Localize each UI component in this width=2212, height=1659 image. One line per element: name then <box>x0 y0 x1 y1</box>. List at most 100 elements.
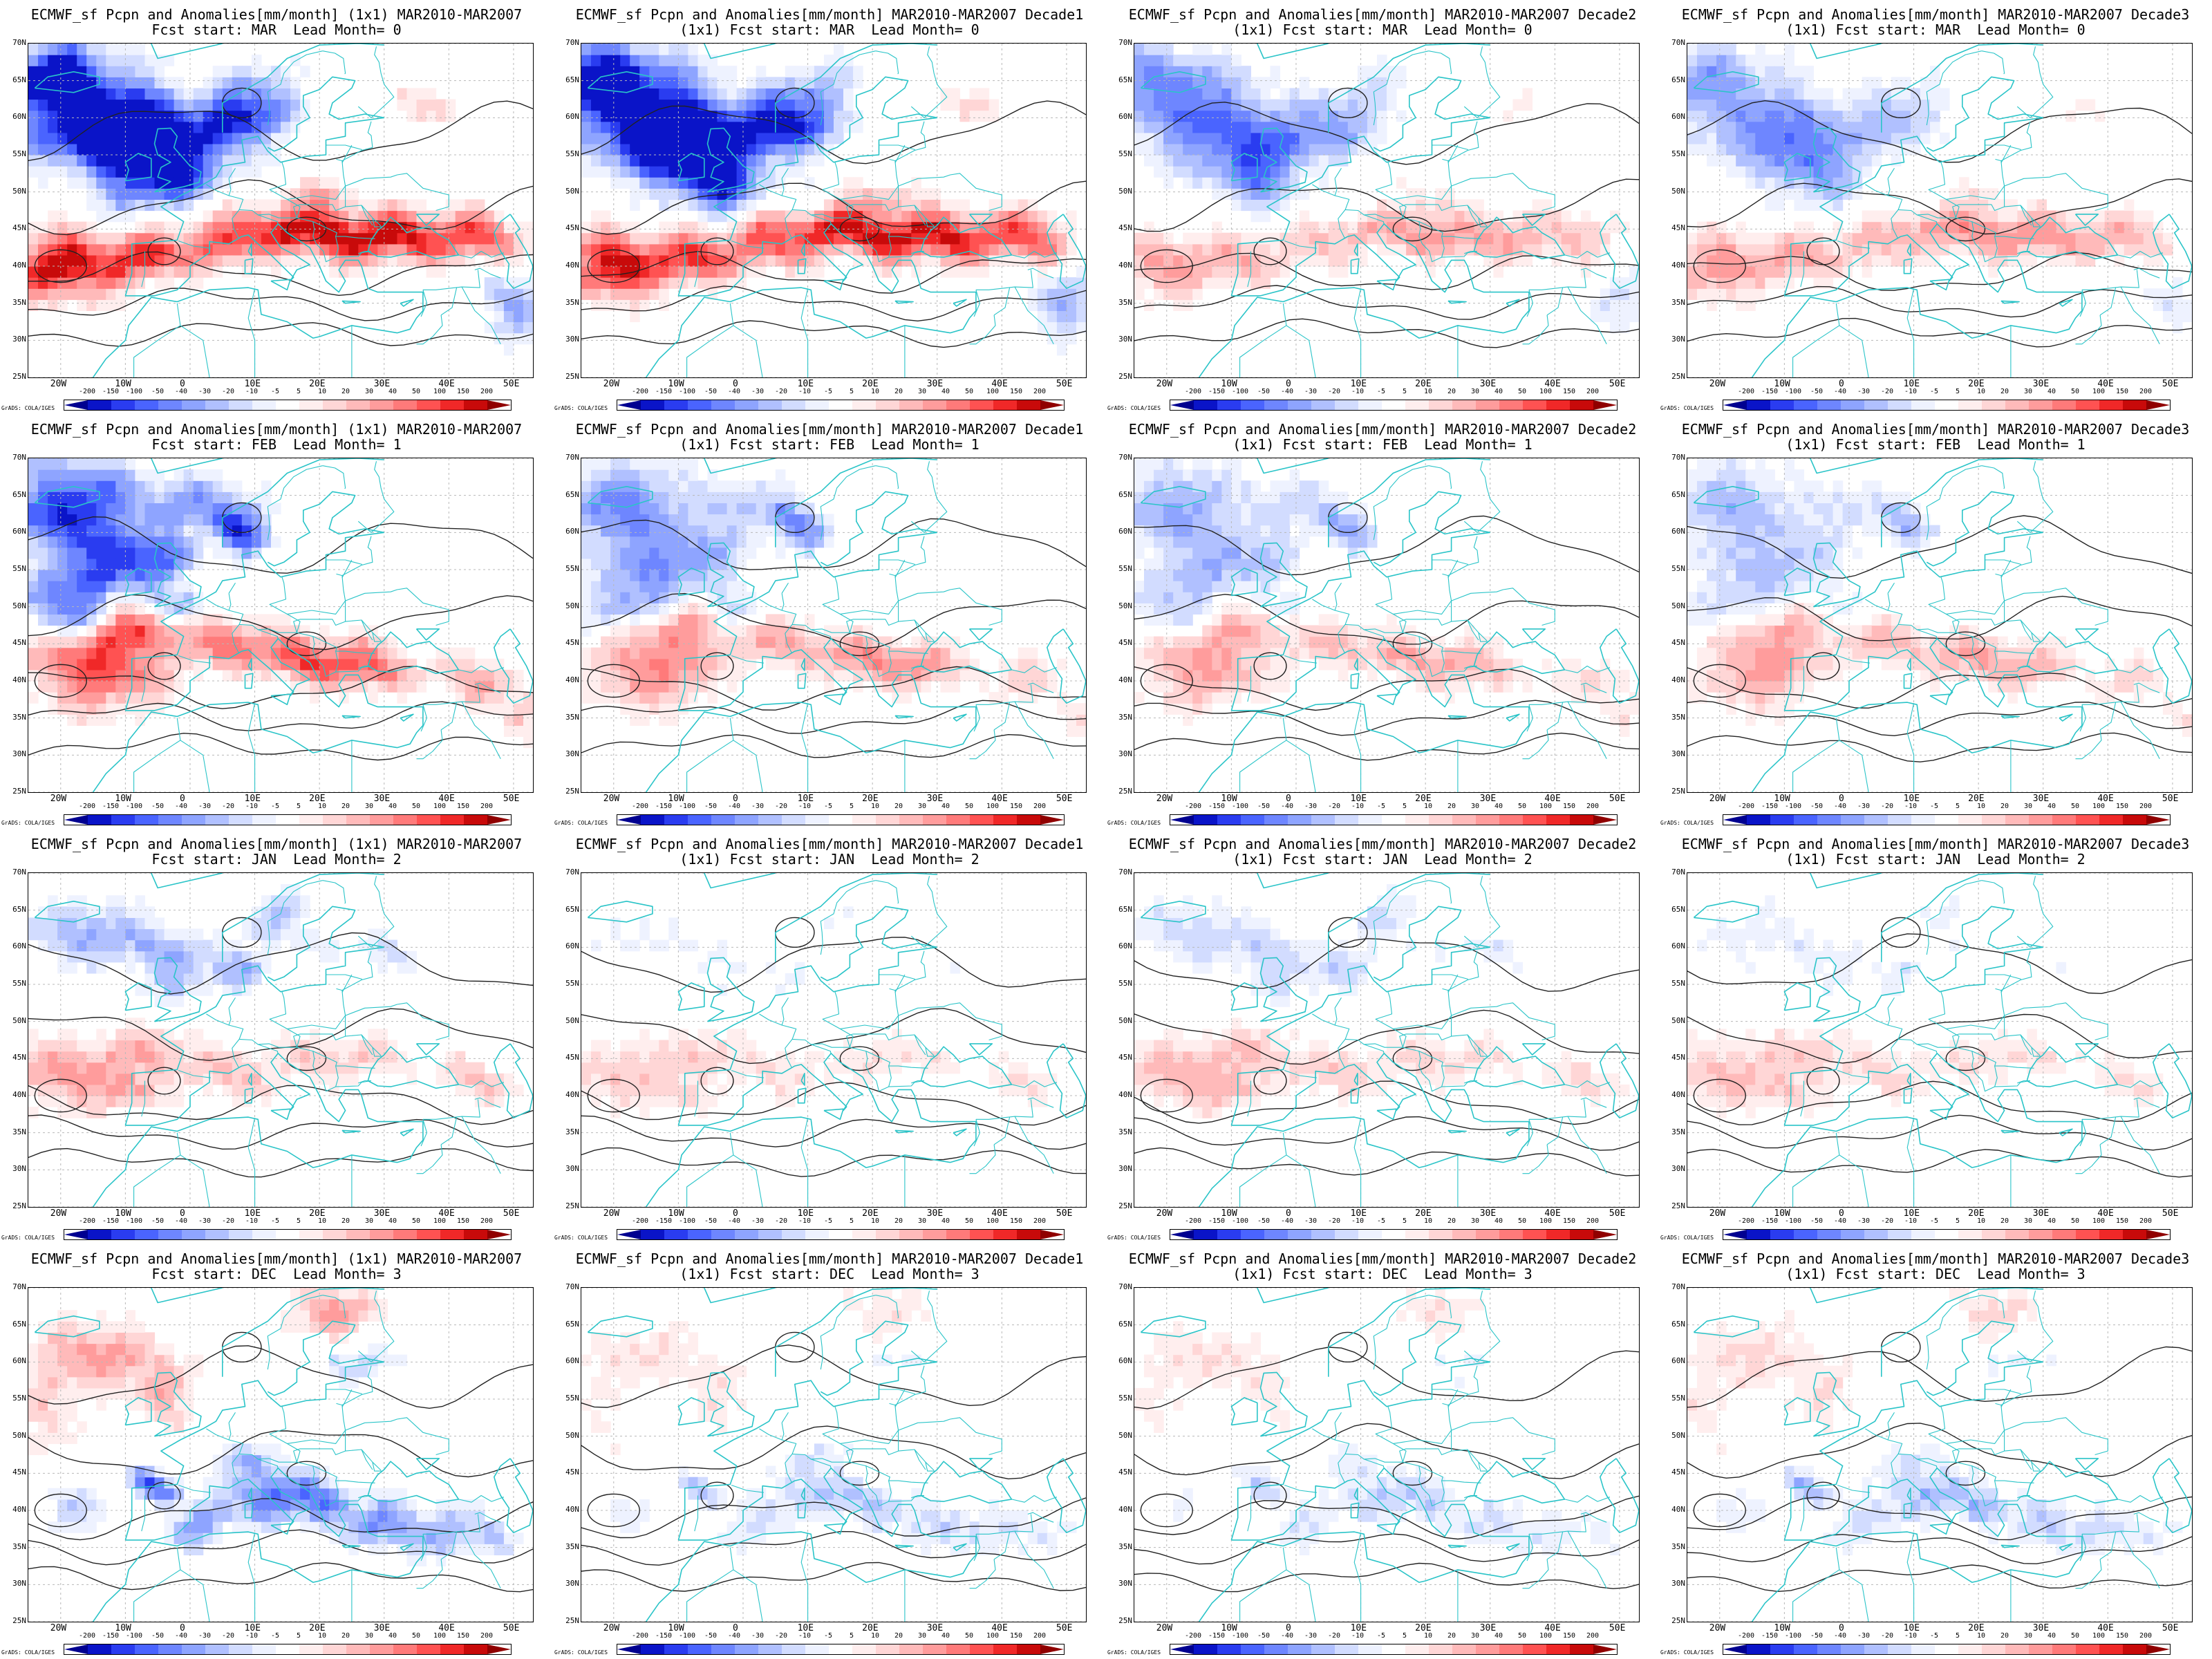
coastline <box>823 693 844 706</box>
lon-tick-label: 30E <box>2032 1623 2050 1633</box>
colorbar-swatch <box>711 815 735 825</box>
lon-tick-label: 20W <box>50 794 67 804</box>
lat-tick-label: 65N <box>1118 904 1132 914</box>
grads-credit: GrADS: COLA/IGES <box>1 1235 55 1241</box>
colorbar-label: -20 <box>1327 1217 1341 1225</box>
lat-tick-label: 55N <box>12 1394 26 1403</box>
lat-tick-label: 55N <box>565 564 579 573</box>
country-border <box>850 632 928 654</box>
country-border <box>975 684 1033 705</box>
colorbar <box>617 1644 1065 1655</box>
contour-line <box>1134 732 1639 761</box>
country-border <box>894 121 926 162</box>
country-border <box>1373 880 1429 955</box>
colorbar-swatch <box>299 400 323 410</box>
colorbar-swatch <box>1888 815 1911 825</box>
colorbar-swatch <box>2099 815 2123 825</box>
contour-line <box>1687 1346 2192 1408</box>
contour-line <box>1687 1534 2192 1564</box>
country-border <box>993 702 1011 731</box>
coastline <box>677 982 705 1011</box>
colorbar-label: 10 <box>1423 1217 1433 1225</box>
country-border <box>267 1295 323 1370</box>
contour-line <box>28 1345 533 1409</box>
coastline <box>415 1043 440 1056</box>
grads-credit: GrADS: COLA/IGES <box>554 1649 608 1656</box>
country-border <box>2133 1097 2160 1108</box>
coastline <box>800 1072 805 1086</box>
coastline <box>244 258 254 274</box>
lat-tick-label: 45N <box>12 223 26 233</box>
colorbar-label: 5 <box>296 388 301 395</box>
colorbar-swatch <box>805 815 829 825</box>
colorbar-label: -10 <box>1351 803 1365 810</box>
country-border <box>1952 1033 2041 1057</box>
lon-tick-label: 20W <box>603 794 620 804</box>
contour-loop <box>587 664 640 698</box>
coastline <box>415 214 440 226</box>
country-border <box>1428 880 1452 904</box>
contour-line <box>1134 1533 1639 1565</box>
lat-tick-label: 55N <box>1118 149 1132 158</box>
country-border <box>694 1080 699 1117</box>
lat-tick-label: 45N <box>1118 638 1132 648</box>
lon-tick-label: 10E <box>1350 1623 1367 1633</box>
country-border <box>911 1494 924 1499</box>
colorbar-label: -10 <box>798 388 812 395</box>
map-panel: ECMWF_sf Pcpn and Anomalies[mm/month] MA… <box>553 415 1106 830</box>
colorbar-label: 50 <box>964 1632 974 1640</box>
colorbar-swatch <box>1570 400 1593 410</box>
country-border <box>2004 1417 2108 1456</box>
colorbar-swatch <box>393 815 417 825</box>
coastline <box>151 873 223 889</box>
colorbar-swatch <box>617 815 641 825</box>
country-border <box>206 184 244 238</box>
colorbar-label: 20 <box>1447 1217 1456 1225</box>
country-border <box>2017 250 2030 254</box>
coastline <box>34 485 100 508</box>
country-border <box>141 1080 146 1117</box>
colorbar-swatch <box>782 1230 805 1239</box>
country-border <box>206 599 244 653</box>
country-border <box>1580 1097 1607 1108</box>
contour-loop <box>1253 237 1287 265</box>
country-borders <box>1239 46 1611 377</box>
colorbar-label: -5 <box>1376 388 1386 395</box>
panel-title-line2: (1x1) Fcst start: MAR Lead Month= 0 <box>1785 21 2086 38</box>
lon-tick-label: 30E <box>1479 1623 1497 1633</box>
coastline <box>2000 1544 2020 1548</box>
colorbar-swatch <box>158 1230 182 1239</box>
country-border <box>1985 559 2022 565</box>
colorbar-swatch <box>1241 1230 1264 1239</box>
lon-tick-label: 10W <box>1774 379 1790 389</box>
coastline <box>1259 957 1308 1022</box>
precipitation-anomaly-map <box>28 872 534 1208</box>
country-border <box>1334 1008 1338 1026</box>
country-border <box>2020 1034 2032 1056</box>
country-border <box>1447 1365 1479 1406</box>
country-border <box>458 250 505 259</box>
country-border <box>357 461 395 533</box>
contour-line <box>28 251 533 297</box>
lon-tick-label: 40E <box>1544 379 1561 389</box>
colorbar-label: -30 <box>1857 803 1871 810</box>
colorbar-label: 200 <box>2139 388 2153 395</box>
colorbar-swatch <box>688 815 711 825</box>
colorbar-label: 150 <box>1562 388 1576 395</box>
colorbar-label: -20 <box>1327 388 1341 395</box>
coastline <box>823 279 844 291</box>
country-border <box>800 1118 809 1207</box>
colorbar-swatch <box>923 815 946 825</box>
colorbar-swatch <box>370 400 393 410</box>
country-border <box>2017 665 2030 669</box>
coastline <box>367 216 460 260</box>
country-border <box>1981 465 2005 489</box>
country-border <box>1839 1569 1869 1622</box>
country-border <box>1952 1448 2041 1472</box>
country-border <box>228 583 236 594</box>
lat-tick-label: 30N <box>1671 1579 1685 1588</box>
country-border <box>1284 655 1317 664</box>
country-border <box>731 655 764 664</box>
panel-title-line1: ECMWF_sf Pcpn and Anomalies[mm/month] MA… <box>1681 836 2190 852</box>
country-border <box>1373 465 1429 541</box>
